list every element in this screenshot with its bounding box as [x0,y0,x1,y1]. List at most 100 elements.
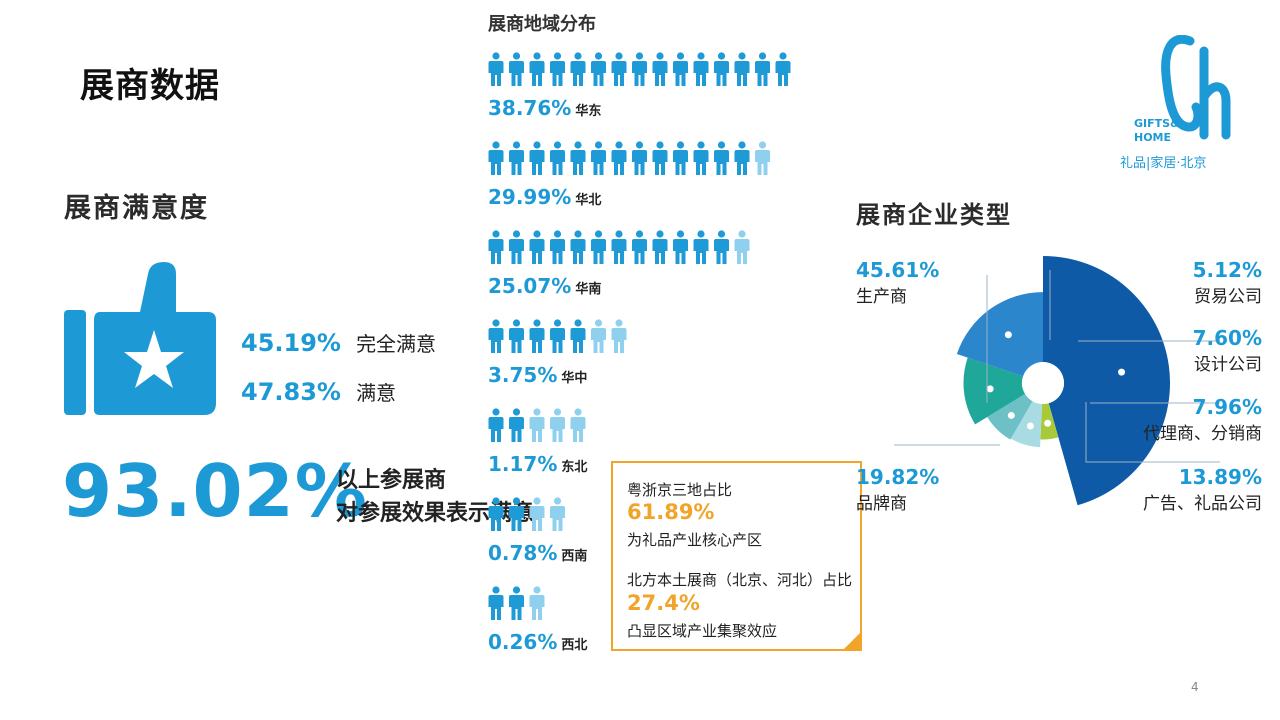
region-name: 东北 [561,460,588,475]
person-icon [693,230,709,264]
region-pct: 38.76% [488,96,572,120]
region-name: 西南 [561,549,588,564]
person-icon [570,141,586,175]
slice-pct: 5.12% [1192,258,1262,282]
satisfaction-pct: 47.83% [241,378,341,406]
person-icon [488,408,504,442]
slice-name: 品牌商 [856,494,907,514]
slice-marker-dot [1118,368,1126,376]
person-icon [550,408,565,442]
region-pct: 3.75% [488,363,558,387]
slice-label-brand: 19.82% 品牌商 [856,465,939,514]
person-icon [652,230,668,264]
person-icon [755,141,770,175]
person-icon [529,230,545,264]
slice-pct: 7.60% [1192,326,1262,350]
slice-name: 设计公司 [1194,355,1262,375]
thumbs-up-star-icon [64,260,224,424]
region-name: 华东 [575,104,602,119]
person-icon [488,141,504,175]
callout-corner [842,631,862,651]
region-label: 1.17% 东北 [488,452,591,476]
person-icon [509,497,524,531]
person-icon [611,319,627,353]
person-icon [509,230,524,264]
region-row: 0.78% 西南 [488,497,587,565]
person-icon [570,408,586,442]
slice-marker-dot [1026,422,1034,430]
person-icon [755,52,770,86]
person-icon [570,52,586,86]
person-icon [652,52,668,86]
region-name: 华北 [575,193,602,208]
slice-pct: 19.82% [856,465,940,489]
person-icon [591,52,606,86]
slice-pct: 13.89% [1178,465,1262,489]
callout-box: 粤浙京三地占比 61.89% 为礼品产业核心产区 北方本土展商（北京、河北）占比… [611,461,862,651]
person-icon [509,586,524,620]
slice-name: 广告、礼品公司 [1143,494,1262,514]
slice-label-advertising: 13.89% 广告、礼品公司 [1143,465,1262,514]
person-icon [550,497,565,531]
person-icon [652,141,668,175]
rose-chart [894,256,1220,506]
logo-tagline: 礼品|家居·北京 [1120,156,1207,171]
person-icon [509,408,524,442]
satisfaction-pct: 45.19% [241,329,341,357]
callout-note1: 为礼品产业核心产区 [627,531,763,549]
region-pct: 25.07% [488,274,572,298]
region-row: 29.99% 华北 [488,141,775,209]
slice-marker-dot [1044,419,1052,427]
chart-title: 展商企业类型 [856,201,1012,229]
region-name: 华南 [575,282,602,297]
region-label: 0.26% 西北 [488,630,587,654]
region-label: 0.78% 西南 [488,541,587,565]
people-icons [488,141,770,175]
slice-label-design: 7.60% 设计公司 [1193,326,1262,375]
person-icon [529,52,545,86]
person-icon [611,230,627,264]
person-icon [734,52,750,86]
person-icon [632,52,647,86]
person-icon [550,141,565,175]
slice-label-agent: 7.96% 代理商、分销商 [1143,395,1262,444]
person-icon [529,586,545,620]
person-icon [591,230,606,264]
callout-line2: 北方本土展商（北京、河北）占比 [627,571,853,589]
person-icon [570,319,586,353]
person-icon [529,497,545,531]
region-label: 3.75% 华中 [488,363,632,387]
slice-label-manufacturer: 45.61% 生产商 [856,258,939,307]
person-icon [714,52,729,86]
slice-marker-dot [986,385,994,393]
people-icons [488,319,627,353]
region-pct: 0.26% [488,630,558,654]
region-row: 0.26% 西北 [488,586,587,654]
rose-slice [956,292,1043,377]
leader-lines [894,270,1220,463]
page-number: 4 [1191,680,1199,694]
person-icon [734,230,750,264]
logo-brand-line1: GIFTS& [1134,117,1180,130]
person-icon [488,586,504,620]
person-icon [734,141,750,175]
person-icon [673,230,688,264]
gh-logo-icon [1161,34,1231,140]
slice-marker-dot [1004,331,1012,339]
person-icon [529,141,545,175]
total-text-line1: 以上参展商 [336,468,447,493]
person-icon [714,230,729,264]
region-row: 3.75% 华中 [488,319,632,387]
donut-hole [1022,362,1064,404]
region-name: 华中 [561,371,588,386]
slice-pct: 7.96% [1192,395,1262,419]
callout-note2: 凸显区域产业集聚效应 [627,622,778,640]
person-icon [611,52,627,86]
slice-name: 生产商 [856,287,907,307]
person-icon [550,230,565,264]
region-pct: 29.99% [488,185,572,209]
people-icons [488,52,791,86]
person-icon [550,319,565,353]
satisfaction-label: 完全满意 [356,332,437,356]
person-icon [529,408,545,442]
